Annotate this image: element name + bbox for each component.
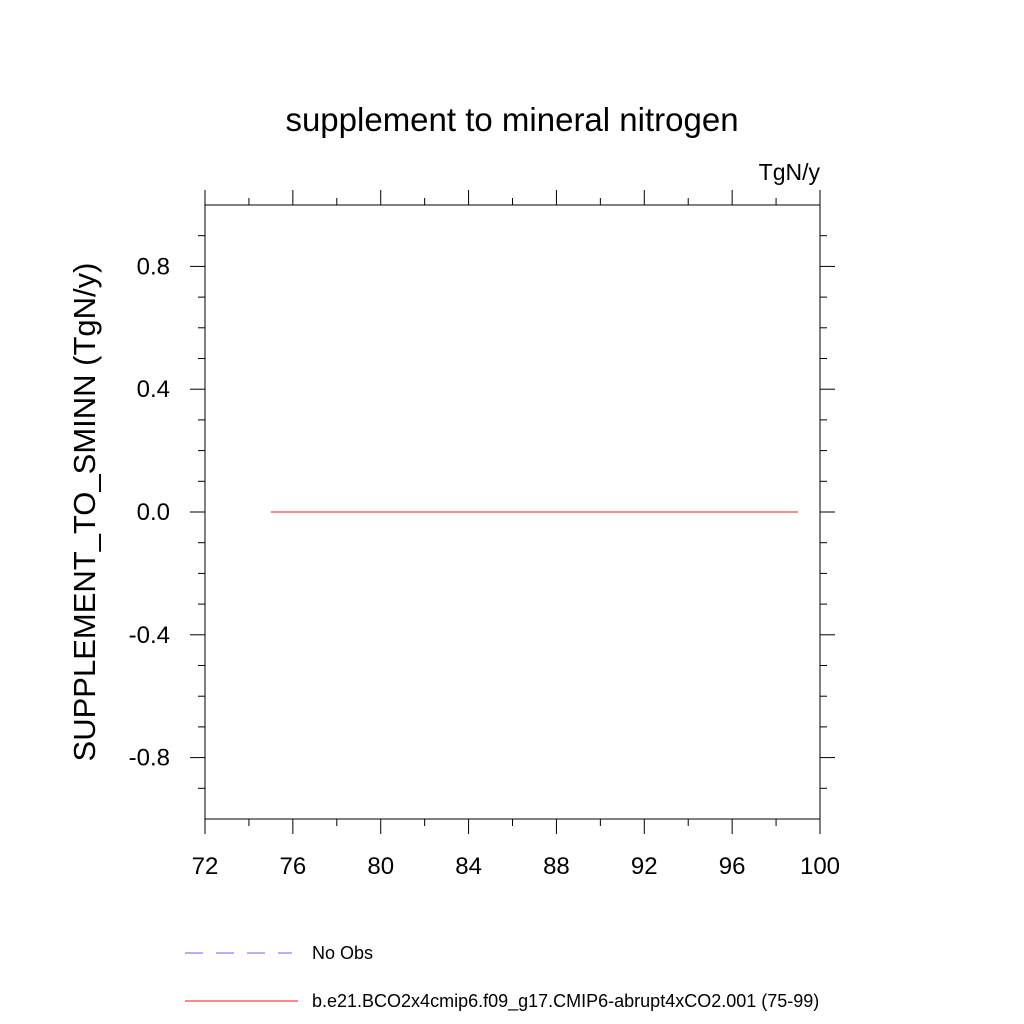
y-tick-label: 0.4: [137, 376, 170, 403]
x-tick-label: 76: [280, 853, 307, 880]
axis-tick-labels: 72 76 80 84 88 92 96 100 -0.8 -0.4 0.0 0.4 0.8: [129, 253, 840, 880]
axis-ticks: [190, 190, 835, 834]
x-tick-label: 100: [800, 853, 840, 880]
x-tick-label: 80: [367, 853, 394, 880]
legend: No Obs b.e21.BCO2x4cmip6.f09_g17.CMIP6-ab…: [185, 943, 819, 1012]
x-tick-label: 84: [455, 853, 482, 880]
x-tick-label: 96: [719, 853, 746, 880]
chart-title: supplement to mineral nitrogen: [285, 101, 738, 138]
y-tick-label: 0.8: [137, 253, 170, 280]
legend-label: b.e21.BCO2x4cmip6.f09_g17.CMIP6-abrupt4x…: [312, 991, 819, 1012]
units-label: TgN/y: [759, 159, 821, 185]
x-tick-label: 88: [543, 853, 570, 880]
legend-label: No Obs: [312, 943, 373, 963]
y-axis-label: SUPPLEMENT_TO_SMINN (TgN/y): [67, 263, 102, 762]
x-tick-label: 72: [192, 853, 219, 880]
y-tick-label: -0.8: [129, 745, 170, 772]
y-tick-label: 0.0: [137, 499, 170, 526]
y-tick-label: -0.4: [129, 622, 170, 649]
x-tick-label: 92: [631, 853, 658, 880]
